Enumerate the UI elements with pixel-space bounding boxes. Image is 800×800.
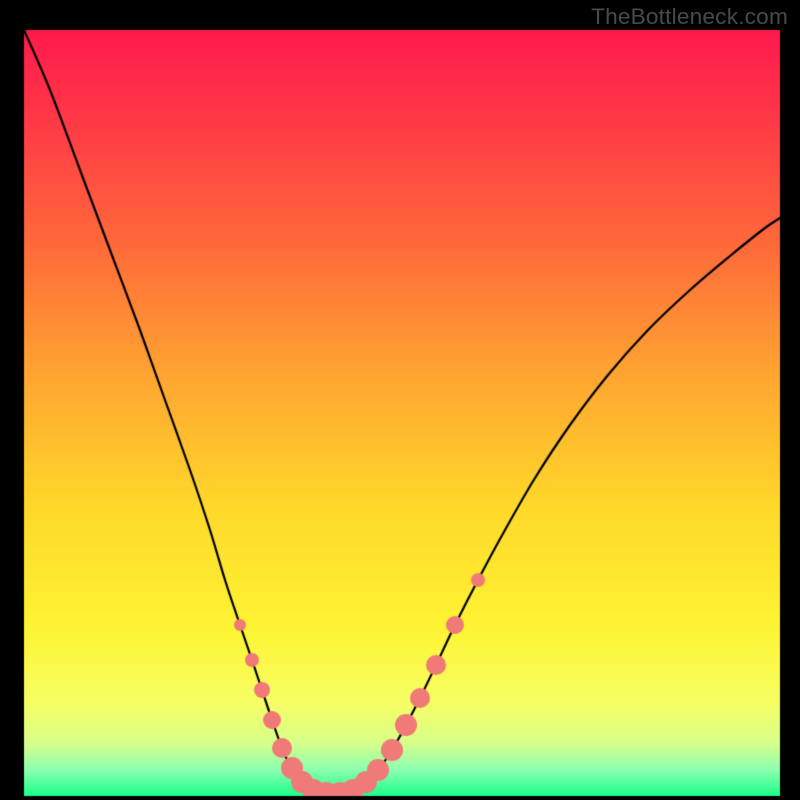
watermark-text: TheBottleneck.com — [591, 4, 788, 30]
bottleneck-chart — [0, 0, 800, 800]
